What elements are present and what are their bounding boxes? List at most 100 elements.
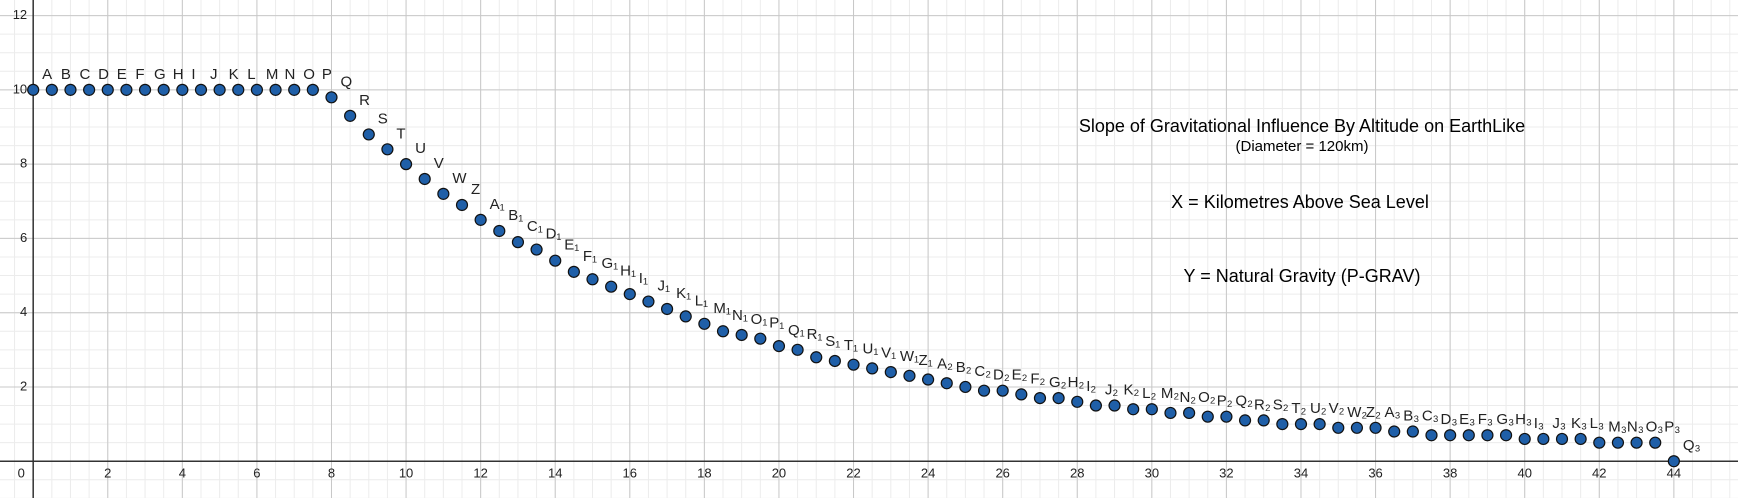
point: [996, 384, 1009, 397]
point: [1052, 392, 1065, 405]
point-label: F: [135, 66, 144, 83]
y-tick-label: 6: [20, 230, 27, 245]
title: Slope of Gravitational Influence By Alti…: [1079, 116, 1525, 136]
point: [1630, 436, 1643, 449]
point: [250, 83, 264, 96]
point-label: I: [191, 66, 195, 83]
point-label: L₃: [1590, 415, 1604, 432]
point: [176, 83, 189, 96]
point: [1593, 436, 1606, 449]
point-label: K: [229, 66, 239, 83]
point-label: Q₁: [788, 322, 805, 339]
point: [642, 295, 655, 308]
point-label: J: [210, 66, 218, 83]
point-label: O₂: [1198, 389, 1216, 406]
point: [903, 369, 916, 382]
point-label: U₁: [863, 341, 879, 358]
point: [1369, 421, 1382, 434]
x-tick-label: 32: [1219, 466, 1233, 481]
point-label: H: [173, 66, 184, 83]
point-label: E: [117, 66, 127, 83]
point-label: S: [378, 110, 388, 127]
point-label: V₂: [1329, 400, 1345, 417]
point-label: H₁: [620, 263, 636, 280]
point: [437, 187, 450, 200]
point: [605, 280, 618, 293]
point-label: D₃: [1440, 411, 1457, 428]
point-label: K₂: [1124, 381, 1140, 398]
point-label: H₃: [1515, 411, 1532, 428]
point-label: I₃: [1534, 415, 1544, 432]
point-label: B₁: [508, 207, 523, 224]
point: [1108, 399, 1121, 412]
point-label: E₁: [564, 237, 579, 254]
point: [1164, 406, 1177, 420]
x-axis-note: X = Kilometres Above Sea Level: [1171, 192, 1429, 212]
point-label: U₂: [1310, 400, 1327, 417]
point-label: B₃: [1403, 407, 1419, 424]
point-label: M₂: [1161, 385, 1179, 402]
x-tick-label: 14: [548, 466, 562, 481]
x-tick-label: 34: [1294, 466, 1308, 481]
point-label: O: [303, 66, 315, 83]
point-label: F₁: [583, 248, 597, 265]
point-label: K₁: [676, 285, 691, 302]
point: [1238, 414, 1252, 427]
x-tick-label: 26: [995, 466, 1009, 481]
point-label: I₁: [639, 270, 648, 287]
x-tick-label: 10: [399, 466, 413, 481]
x-tick-label: 8: [328, 466, 335, 481]
point-label: S₁: [825, 333, 840, 350]
point: [1145, 403, 1158, 416]
point: [1462, 429, 1475, 442]
point: [940, 377, 953, 390]
point: [64, 83, 77, 96]
point: [1294, 417, 1308, 431]
x-tick-label: 40: [1517, 466, 1531, 481]
point-label: T₁: [844, 337, 858, 354]
point-label: Z: [471, 181, 480, 198]
point-label: H₂: [1068, 374, 1085, 391]
point: [1555, 432, 1569, 446]
y-tick-label: 8: [20, 156, 27, 171]
point-label: W₁: [900, 348, 919, 365]
point-label: C₁: [527, 218, 543, 235]
point-label: W₂: [1347, 404, 1367, 421]
point-label: N₂: [1179, 389, 1196, 406]
point-label: G: [154, 66, 166, 83]
point-label: M: [266, 66, 279, 83]
point: [1276, 417, 1289, 431]
point: [83, 83, 96, 96]
point-label: W: [452, 170, 467, 187]
point: [679, 310, 692, 323]
point-label: M₃: [1608, 419, 1627, 436]
point-label: T: [396, 125, 405, 142]
y-tick-label: 10: [13, 81, 27, 96]
point: [530, 243, 543, 256]
point-label: T₂: [1291, 400, 1306, 417]
point: [1611, 436, 1625, 449]
point-label: D: [98, 66, 109, 83]
point-label: E₂: [1012, 367, 1028, 384]
point: [232, 83, 245, 96]
point-label: R₁: [807, 326, 823, 343]
point-label: D₁: [546, 226, 562, 243]
point: [157, 83, 170, 96]
point: [828, 354, 841, 368]
point-label: S₂: [1273, 396, 1289, 413]
point: [549, 254, 562, 267]
point: [1649, 436, 1662, 449]
point-label: C₂: [974, 363, 991, 380]
x-tick-label: 42: [1592, 466, 1606, 481]
point: [847, 358, 860, 371]
point-label: P₃: [1664, 419, 1680, 436]
point: [1574, 432, 1587, 446]
point-label: J₃: [1552, 415, 1566, 432]
x-tick-label: 20: [772, 466, 786, 481]
point-label: J₁: [657, 278, 670, 295]
point: [1257, 414, 1270, 427]
point: [362, 128, 375, 141]
point: [791, 343, 804, 356]
